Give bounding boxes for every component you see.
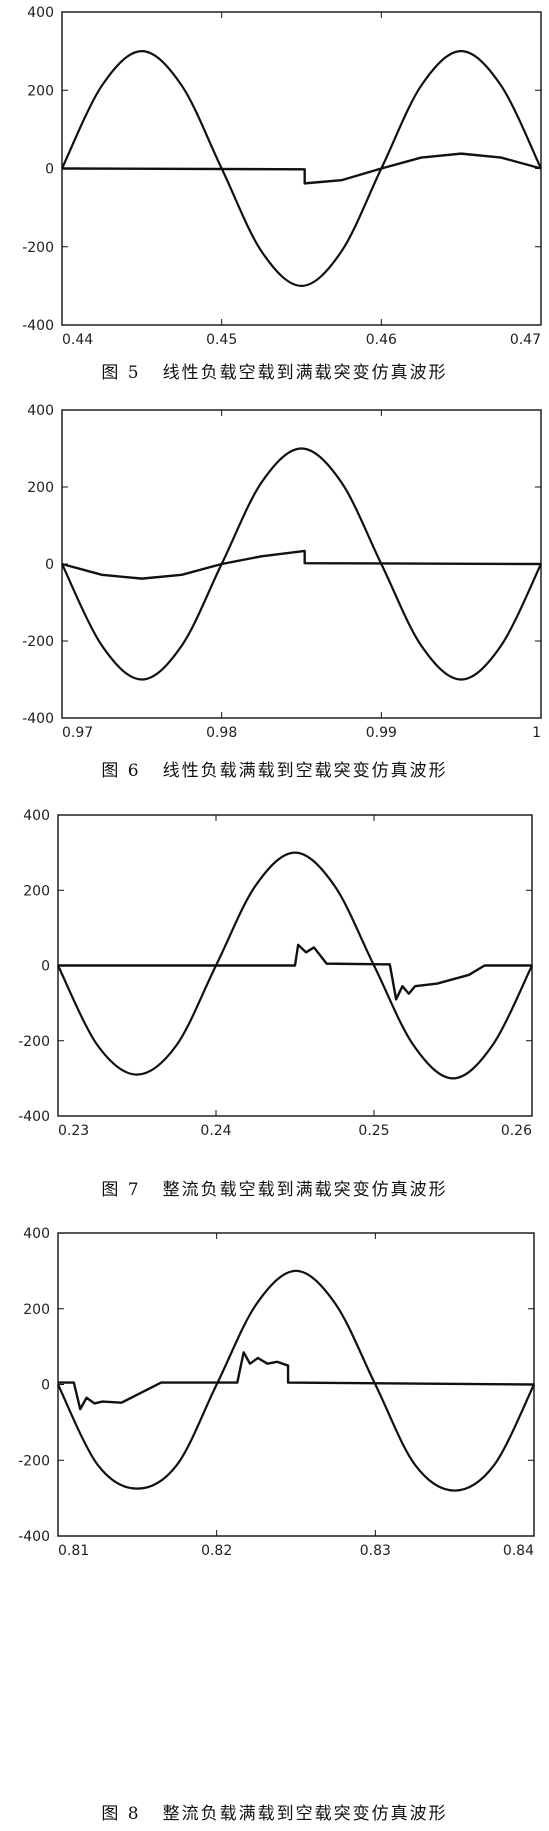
- y-tick-label: -400: [22, 318, 54, 334]
- current-series-line: [61, 549, 542, 580]
- y-tick-label: 0: [41, 959, 50, 975]
- y-tick-label: -200: [18, 1034, 50, 1050]
- x-tick-label: 0.23: [58, 1123, 89, 1139]
- current-series-line: [61, 152, 542, 185]
- chart-plot: 400 200 0 -200 -400 0.23 0.24 0.25 0.26: [18, 808, 533, 1139]
- figure-title: 整流负载空载到满载突变仿真波形: [162, 1180, 448, 1200]
- x-tick-label: 0.24: [200, 1123, 231, 1139]
- current-series-line: [58, 1351, 535, 1411]
- y-tick-label: -400: [22, 711, 54, 727]
- voltage-series-line: [57, 851, 533, 1080]
- x-tick-label: 0.83: [360, 1543, 391, 1559]
- chart-plot: 400 200 0 -200 -400 0.44 0.45 0.46 0.47: [22, 5, 542, 348]
- x-tick-label: 0.98: [206, 725, 237, 741]
- y-tick-label: 0: [45, 162, 54, 178]
- figure-title: 线性负载空载到满载突变仿真波形: [162, 363, 448, 383]
- figure-number: 图 5: [101, 363, 141, 383]
- y-tick-label: 200: [27, 480, 54, 496]
- y-tick-label: -400: [18, 1529, 50, 1545]
- x-tick-label: 0.25: [358, 1123, 389, 1139]
- voltage-series-line: [61, 447, 542, 681]
- x-tick-label: 0.84: [503, 1543, 534, 1559]
- figure-number: 图 7: [101, 1180, 141, 1200]
- x-tick-label: 0.46: [366, 332, 397, 348]
- figure-caption: 图 8 整流负载满载到空载突变仿真波形: [0, 1799, 549, 1824]
- figure-title: 线性负载满载到空载突变仿真波形: [162, 761, 448, 781]
- x-tick-label: 0.44: [62, 332, 93, 348]
- y-tick-label: 200: [27, 83, 54, 99]
- y-tick-label: 0: [45, 557, 54, 573]
- figure-title: 整流负载满载到空载突变仿真波形: [162, 1804, 448, 1824]
- x-tick-label: 0.97: [62, 725, 93, 741]
- y-tick-label: -400: [18, 1109, 50, 1125]
- figure-caption: 图 7 整流负载空载到满载突变仿真波形: [0, 1175, 549, 1200]
- figure-number: 图 8: [101, 1804, 141, 1824]
- y-tick-label: -200: [22, 240, 54, 256]
- figure-caption: 图 5 线性负载空载到满载突变仿真波形: [0, 358, 549, 383]
- figure-caption: 图 6 线性负载满载到空载突变仿真波形: [0, 756, 549, 781]
- x-tick-label: 0.82: [201, 1543, 232, 1559]
- y-tick-label: 200: [23, 1302, 50, 1318]
- figure-7: 400 200 0 -200 -400 0.23 0.24 0.25 0.26 图 7 整流负载空…: [0, 803, 549, 1223]
- voltage-series-line: [61, 50, 542, 287]
- x-tick-label: 1: [532, 725, 541, 741]
- y-tick-label: 400: [23, 1226, 50, 1242]
- y-tick-label: 400: [27, 5, 54, 21]
- current-series-line: [58, 943, 532, 1001]
- figure-8: 400 200 0 -200 -400 0.81 0.82 0.83 0.84 图 8 整流负载满…: [0, 1221, 549, 1831]
- figure-6: 400 200 0 -200 -400 0.97 0.98 0.99 1 图 6 线性负载满载到空…: [0, 398, 549, 798]
- x-tick-label: 0.45: [206, 332, 237, 348]
- x-tick-label: 0.26: [501, 1123, 532, 1139]
- figure-number: 图 6: [101, 761, 141, 781]
- y-tick-label: 200: [23, 883, 50, 899]
- y-tick-label: -200: [22, 634, 54, 650]
- y-tick-label: -200: [18, 1453, 50, 1469]
- y-tick-label: 400: [27, 403, 54, 419]
- chart-plot: 400 200 0 -200 -400 0.81 0.82 0.83 0.84: [18, 1226, 535, 1559]
- chart-plot: 400 200 0 -200 -400 0.97 0.98 0.99 1: [22, 403, 542, 741]
- x-tick-label: 0.47: [510, 332, 541, 348]
- y-tick-label: 400: [23, 808, 50, 824]
- x-tick-label: 0.81: [58, 1543, 89, 1559]
- voltage-series-line: [57, 1269, 535, 1492]
- y-tick-label: 0: [41, 1378, 50, 1394]
- figure-5: 400 200 0 -200 -400 0.44 0.45 0.46 0.47 图 5 线性负载空…: [0, 0, 549, 400]
- x-tick-label: 0.99: [366, 725, 397, 741]
